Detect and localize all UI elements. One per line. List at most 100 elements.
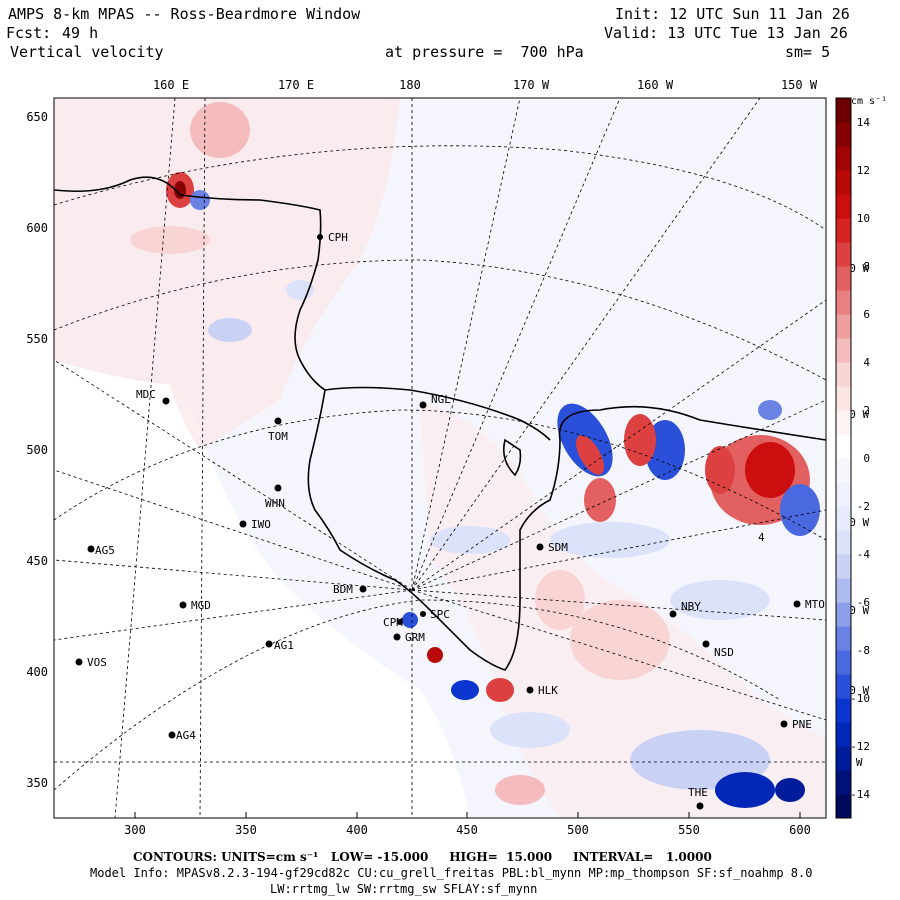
variable-name: Vertical velocity [10, 43, 164, 61]
colorbar-tick-label: 4 [863, 356, 870, 369]
svg-text:AG1: AG1 [274, 639, 294, 652]
svg-text:PNE: PNE [792, 718, 812, 731]
colorbar-swatch [836, 746, 851, 771]
svg-text:160 E: 160 E [153, 78, 189, 92]
coastline [54, 176, 826, 671]
colorbar-swatch [836, 722, 851, 747]
svg-text:600: 600 [789, 823, 811, 837]
colorbar-swatch [836, 434, 851, 459]
station-tom[interactable]: TOM [268, 417, 288, 444]
colorbar-swatch [836, 698, 851, 723]
station-ag1[interactable]: AG1 [265, 639, 294, 652]
svg-text:350: 350 [26, 776, 48, 790]
colorbar-swatch [836, 290, 851, 315]
forecast-hour: 49 h [62, 24, 99, 42]
station-mto[interactable]: MTO [793, 598, 825, 611]
colorbar-swatch [836, 170, 851, 195]
svg-text:MTO: MTO [805, 598, 825, 611]
station-mdc[interactable]: MDC [136, 388, 170, 405]
svg-text:500: 500 [567, 823, 589, 837]
colorbar-frame [835, 97, 852, 819]
colorbar-tick-label: 8 [863, 260, 870, 273]
y-axis: 650 600 550 500 450 400 350 [26, 110, 48, 790]
svg-text:400: 400 [26, 665, 48, 679]
colorbar-tick-label: 10 [857, 212, 870, 225]
station-nby[interactable]: NBY [669, 600, 702, 618]
station-pne[interactable]: PNE [780, 718, 812, 731]
colorbar-tick-label: 0 [863, 452, 870, 465]
svg-text:CPH: CPH [328, 231, 348, 244]
model-info: Model Info: MPASv8.2.3-194-gf29cd82c CU:… [90, 866, 813, 880]
x-axis-ticks [134, 812, 801, 818]
station-spc[interactable]: SPC [420, 608, 450, 621]
graticule [54, 98, 826, 818]
colorbar-swatch [836, 410, 851, 435]
station-ag5[interactable]: AG5 [87, 544, 115, 557]
colorbar-tick-label: -2 [857, 500, 870, 513]
svg-text:AG5: AG5 [95, 544, 115, 557]
station-ngl[interactable]: NGL [419, 393, 452, 409]
svg-text:NSD: NSD [714, 646, 734, 659]
svg-text:450: 450 [456, 823, 478, 837]
station-hlk[interactable]: HLK [526, 684, 559, 697]
colorbar-swatch [836, 242, 851, 267]
colorbar-tick-label: 12 [857, 164, 870, 177]
svg-text:150 W: 150 W [781, 78, 818, 92]
svg-text:550: 550 [26, 332, 48, 346]
colorbar-swatch [836, 794, 851, 819]
colorbar-tick-label: -10 [850, 692, 870, 705]
station-whn[interactable]: WHN [265, 484, 285, 511]
smoothing-value: sm= 5 [785, 43, 831, 61]
station-bdm[interactable]: BDM [333, 583, 367, 596]
station-cpm[interactable]: CPM [383, 616, 403, 629]
station-cph[interactable]: CPH [317, 231, 348, 244]
colorbar-swatch [836, 650, 851, 675]
svg-text:GRM: GRM [405, 631, 425, 644]
station-iwo[interactable]: IWO [239, 518, 271, 531]
station-mgd[interactable]: MGD [179, 599, 211, 612]
colorbar-swatch [836, 482, 851, 507]
svg-text:CPM: CPM [383, 616, 403, 629]
colorbar-swatch [836, 674, 851, 699]
colorbar-swatch [836, 98, 851, 123]
colorbar-unit: cm s⁻¹ [851, 96, 887, 107]
svg-text:350: 350 [235, 823, 257, 837]
station-sdm[interactable]: SDM [536, 541, 569, 554]
contour-info: CONTOURS: UNITS=cm s⁻¹ LOW= -15.000 HIGH… [133, 850, 712, 864]
svg-text:600: 600 [26, 221, 48, 235]
station-vos[interactable]: VOS [75, 656, 107, 669]
svg-text:THE: THE [688, 786, 708, 799]
svg-text:160 W: 160 W [637, 78, 674, 92]
station-nsd[interactable]: NSD [702, 640, 734, 660]
top-axis: 160 E 170 E 180 170 W 160 W 150 W [153, 78, 818, 92]
colorbar-swatch [836, 194, 851, 219]
contour-label: 4 [758, 531, 765, 544]
colorbar-swatch [836, 314, 851, 339]
colorbar-swatch [836, 602, 851, 627]
colorbar-swatch [836, 506, 851, 531]
colorbar-swatch [836, 626, 851, 651]
svg-text:NBY: NBY [681, 600, 701, 613]
colorbar-tick-label: -14 [850, 788, 870, 801]
colorbar-swatch [836, 530, 851, 555]
forecast-label: Fcst: [6, 24, 52, 42]
x-axis: 300 350 400 450 500 550 600 [124, 823, 811, 837]
svg-text:400: 400 [346, 823, 368, 837]
svg-text:SDM: SDM [548, 541, 568, 554]
station-the[interactable]: THE [688, 786, 708, 810]
svg-text:550: 550 [678, 823, 700, 837]
svg-text:HLK: HLK [538, 684, 558, 697]
colorbar-swatch [836, 458, 851, 483]
colorbar-swatch [836, 146, 851, 171]
colorbar-swatch [836, 770, 851, 795]
physics-info: LW:rrtmg_lw SW:rrtmg_sw SFLAY:sf_mynn [270, 882, 538, 896]
station-grm[interactable]: GRM [393, 631, 426, 644]
pressure-level: at pressure = 700 hPa [385, 43, 584, 61]
svg-text:180: 180 [399, 78, 421, 92]
svg-text:450: 450 [26, 554, 48, 568]
colorbar-tick-label: 6 [863, 308, 870, 321]
colorbar-swatch [836, 122, 851, 147]
station-ag4[interactable]: AG4 [168, 729, 197, 742]
svg-text:AG4: AG4 [176, 729, 196, 742]
